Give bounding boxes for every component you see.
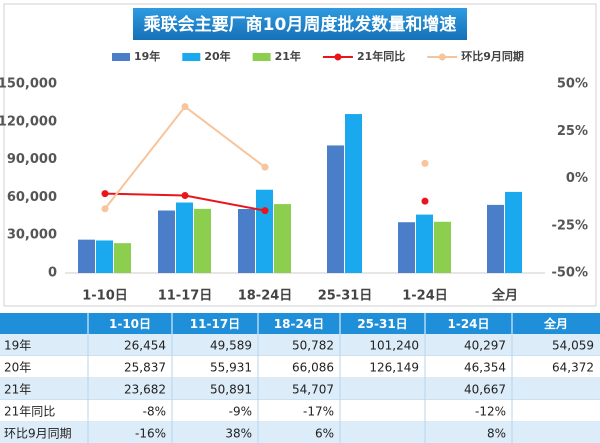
- line-point: [181, 192, 189, 200]
- bar: [505, 191, 522, 273]
- chart-title: 乘联会主要厂商10月周度批发数量和增速: [143, 14, 457, 35]
- table-cell: 66,086: [292, 361, 334, 375]
- line-point: [421, 159, 429, 167]
- x-tick-label: 25-31日: [318, 289, 373, 304]
- y2-tick-label: 25%: [557, 124, 588, 139]
- bar: [487, 204, 504, 273]
- title-banner: [133, 8, 467, 40]
- x-tick-label: 1-10日: [82, 289, 128, 304]
- table-row: [0, 356, 600, 378]
- table-cell: 8%: [487, 427, 506, 441]
- table-header-cell: 18-24日: [274, 317, 324, 331]
- row-label: 20年: [4, 361, 31, 375]
- line-point: [101, 190, 109, 198]
- y2-tick-label: 0%: [566, 171, 588, 186]
- table-cell: 54,059: [552, 339, 594, 353]
- x-tick-label: 1-24日: [402, 289, 448, 304]
- line-point: [261, 207, 269, 215]
- y-tick-label: 120,000: [0, 114, 57, 129]
- bar: [434, 221, 451, 273]
- row-label: 环比9月同期: [4, 427, 72, 441]
- legend-swatch: [252, 53, 271, 61]
- table-cell: 38%: [225, 427, 252, 441]
- table-cell: 26,454: [124, 339, 166, 353]
- legend-label: 21年: [275, 49, 301, 63]
- table-cell: 23,682: [124, 383, 166, 397]
- legend-swatch: [112, 53, 130, 61]
- bar: [327, 145, 344, 273]
- table-cell: 55,931: [210, 361, 252, 375]
- line-point: [101, 205, 109, 213]
- table-row: [0, 334, 600, 356]
- table-cell: 50,782: [292, 339, 334, 353]
- legend-dot: [334, 53, 342, 61]
- bar: [158, 210, 175, 273]
- table-header-cell: 11-17日: [190, 317, 240, 331]
- bar: [345, 114, 362, 273]
- table-cell: 64,372: [552, 361, 594, 375]
- table-header-cell: 1-24日: [447, 317, 489, 331]
- y2-tick-label: -50%: [551, 266, 588, 281]
- table-cell: -17%: [303, 405, 334, 419]
- table-row: [0, 378, 600, 400]
- line-point: [421, 197, 429, 205]
- table-cell: -8%: [143, 405, 166, 419]
- bar: [274, 204, 291, 273]
- legend-dot: [438, 53, 446, 61]
- legend-label: 21年同比: [357, 49, 405, 63]
- chart-frame: [3, 3, 597, 307]
- y-tick-label: 30,000: [7, 228, 57, 243]
- row-label: 19年: [4, 339, 31, 353]
- legend-label: 环比9月同期: [461, 49, 524, 63]
- y-tick-label: 150,000: [0, 77, 57, 92]
- table-header: [0, 313, 600, 334]
- bar: [416, 214, 433, 273]
- table-cell: 126,149: [369, 361, 419, 375]
- legend-swatch: [182, 53, 201, 61]
- y2-tick-label: 50%: [557, 77, 588, 92]
- table-header-cell: 25-31日: [357, 317, 407, 331]
- table-cell: -12%: [475, 405, 506, 419]
- bar: [256, 189, 273, 273]
- line-point: [261, 163, 269, 171]
- line-point: [181, 103, 189, 111]
- bar: [114, 243, 131, 273]
- legend-label: 19年: [134, 49, 160, 63]
- table-cell: 40,297: [464, 339, 506, 353]
- table-header-cell: 全月: [543, 316, 568, 331]
- y-tick-label: 0: [48, 266, 57, 281]
- table-cell: -16%: [135, 427, 166, 441]
- table-cell: 46,354: [464, 361, 506, 375]
- table-cell: 49,589: [210, 339, 252, 353]
- bar: [398, 222, 415, 273]
- x-tick-label: 11-17日: [158, 289, 213, 304]
- table-cell: 101,240: [369, 339, 419, 353]
- table-cell: -9%: [229, 405, 252, 419]
- table-header-cell: 1-10日: [109, 317, 151, 331]
- bar: [78, 239, 95, 273]
- table-cell: 54,707: [292, 383, 334, 397]
- table-cell: 50,891: [210, 383, 252, 397]
- bar: [176, 202, 193, 273]
- legend-label: 20年: [204, 49, 230, 63]
- table-cell: 25,837: [124, 361, 166, 375]
- row-label: 21年: [4, 383, 31, 397]
- x-tick-label: 18-24日: [238, 289, 293, 304]
- y-tick-label: 60,000: [7, 190, 57, 205]
- table-cell: 40,667: [464, 383, 506, 397]
- y2-tick-label: -25%: [551, 218, 588, 233]
- row-label: 21年同比: [4, 405, 55, 419]
- bar: [238, 209, 255, 273]
- table-row: [0, 422, 600, 443]
- bar: [96, 240, 113, 273]
- bar: [194, 208, 211, 273]
- y-tick-label: 90,000: [7, 152, 57, 167]
- table-cell: 6%: [315, 427, 334, 441]
- x-tick-label: 全月: [491, 288, 518, 304]
- table-row: [0, 400, 600, 422]
